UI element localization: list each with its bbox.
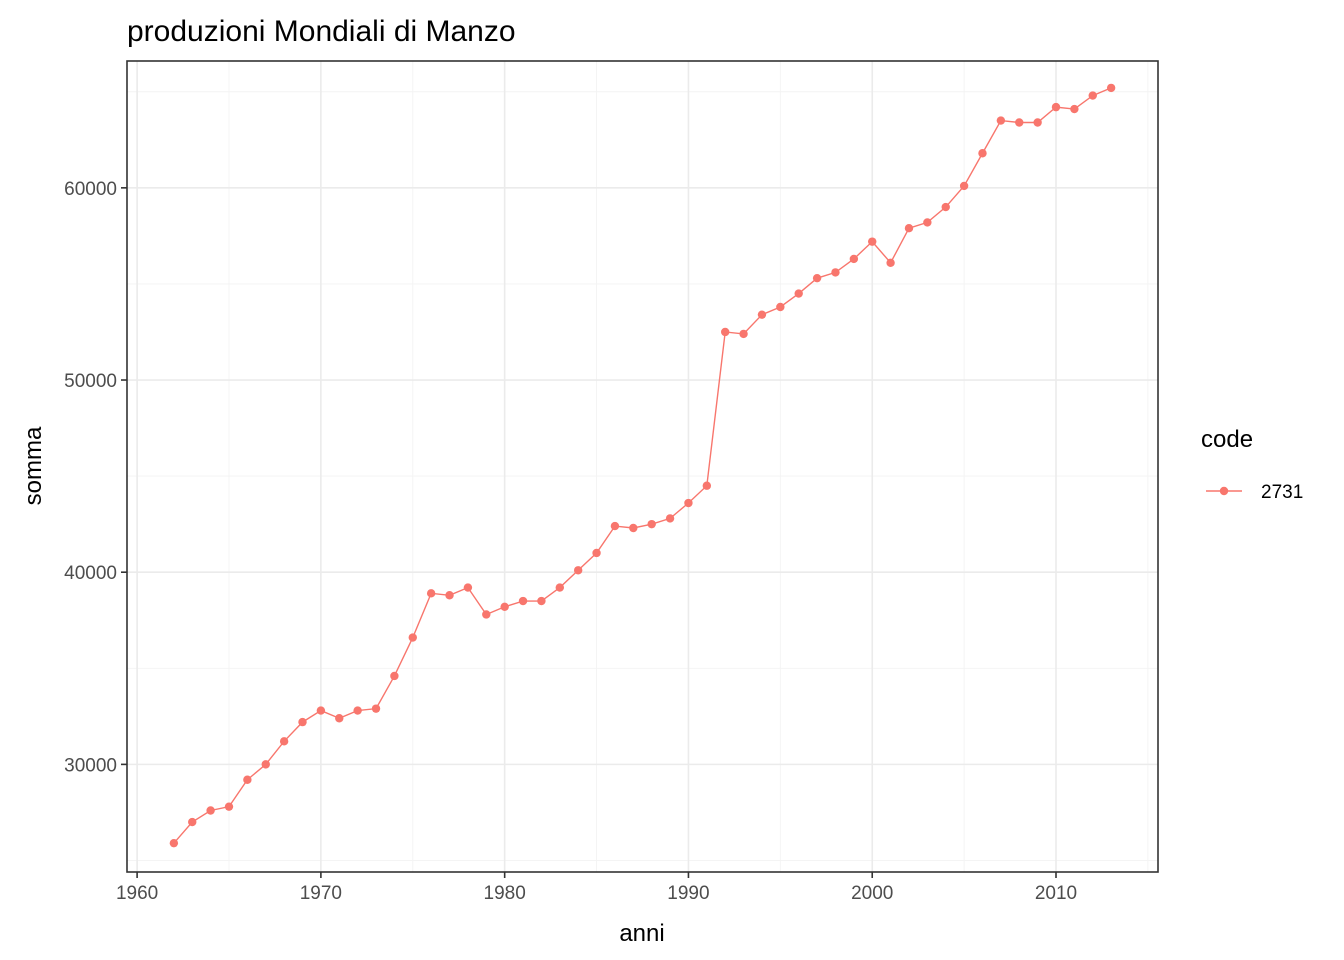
data-point [224, 802, 234, 811]
data-point [537, 596, 546, 606]
data-point [923, 218, 932, 227]
data-point [243, 775, 252, 784]
data-point [592, 548, 601, 558]
y-tick-label: 50000 [64, 371, 117, 392]
legend: code 2731 [1201, 426, 1303, 503]
data-point [904, 223, 914, 233]
data-point [482, 610, 491, 619]
data-point [996, 116, 1006, 125]
y-axis-title: somma [20, 426, 47, 505]
x-tick-label: 2000 [851, 883, 893, 904]
data-point [831, 268, 840, 277]
data-point [610, 521, 620, 531]
data-point [702, 481, 712, 490]
data-point [647, 519, 656, 529]
data-points [169, 83, 1116, 848]
data-point [261, 760, 270, 769]
data-point [445, 591, 454, 600]
data-point [353, 706, 362, 715]
data-point [849, 254, 859, 264]
y-tick-label: 60000 [64, 179, 117, 200]
data-point [1088, 91, 1097, 100]
data-point [886, 258, 895, 267]
data-point [757, 310, 767, 319]
data-point [868, 237, 877, 246]
x-tick-label: 1990 [667, 883, 709, 904]
x-axis-title: anni [619, 920, 664, 947]
data-point [959, 181, 969, 191]
data-point [1051, 102, 1061, 112]
data-point [335, 714, 344, 723]
y-tick-label: 40000 [64, 563, 117, 584]
data-point [721, 327, 730, 337]
series-line-group [173, 87, 1112, 844]
data-point [978, 149, 987, 158]
data-point [371, 704, 381, 713]
data-point [776, 302, 785, 312]
legend-key-point [1219, 486, 1229, 496]
data-point [206, 806, 215, 815]
legend-label: 2731 [1261, 482, 1303, 503]
data-point [665, 514, 675, 523]
panel-border [126, 60, 1159, 873]
grid [127, 61, 1158, 872]
data-point [316, 706, 326, 715]
legend-entries: 2731 [1206, 482, 1303, 503]
data-point [1015, 118, 1024, 127]
x-axis: 1960 1970 1980 1990 2000 2010 [116, 872, 1077, 904]
data-point [573, 566, 583, 575]
data-point [1033, 118, 1042, 127]
data-point [1070, 104, 1079, 114]
data-point [169, 838, 179, 848]
series-line [173, 87, 1112, 844]
data-point [1106, 83, 1116, 93]
data-point [812, 273, 822, 283]
data-point [279, 737, 289, 746]
x-tick-label: 1970 [300, 883, 342, 904]
data-point [500, 602, 509, 611]
y-tick-label: 30000 [64, 755, 117, 776]
data-point [684, 498, 693, 508]
data-point [518, 596, 528, 606]
x-tick-label: 2010 [1035, 883, 1077, 904]
chart-title: produzioni Mondiali di Manzo [127, 15, 516, 48]
data-point [188, 817, 197, 827]
data-point [298, 717, 307, 727]
legend-title: code [1201, 426, 1253, 453]
data-point [426, 589, 436, 598]
y-axis: 30000 40000 50000 60000 [64, 179, 127, 776]
data-point [629, 523, 638, 533]
data-point [555, 583, 564, 592]
data-point [941, 202, 950, 212]
data-point [408, 633, 417, 642]
data-point [739, 329, 748, 339]
data-point [390, 671, 399, 681]
data-point [463, 583, 473, 592]
x-tick-label: 1980 [484, 883, 526, 904]
x-tick-label: 1960 [116, 883, 158, 904]
data-point [794, 289, 803, 298]
